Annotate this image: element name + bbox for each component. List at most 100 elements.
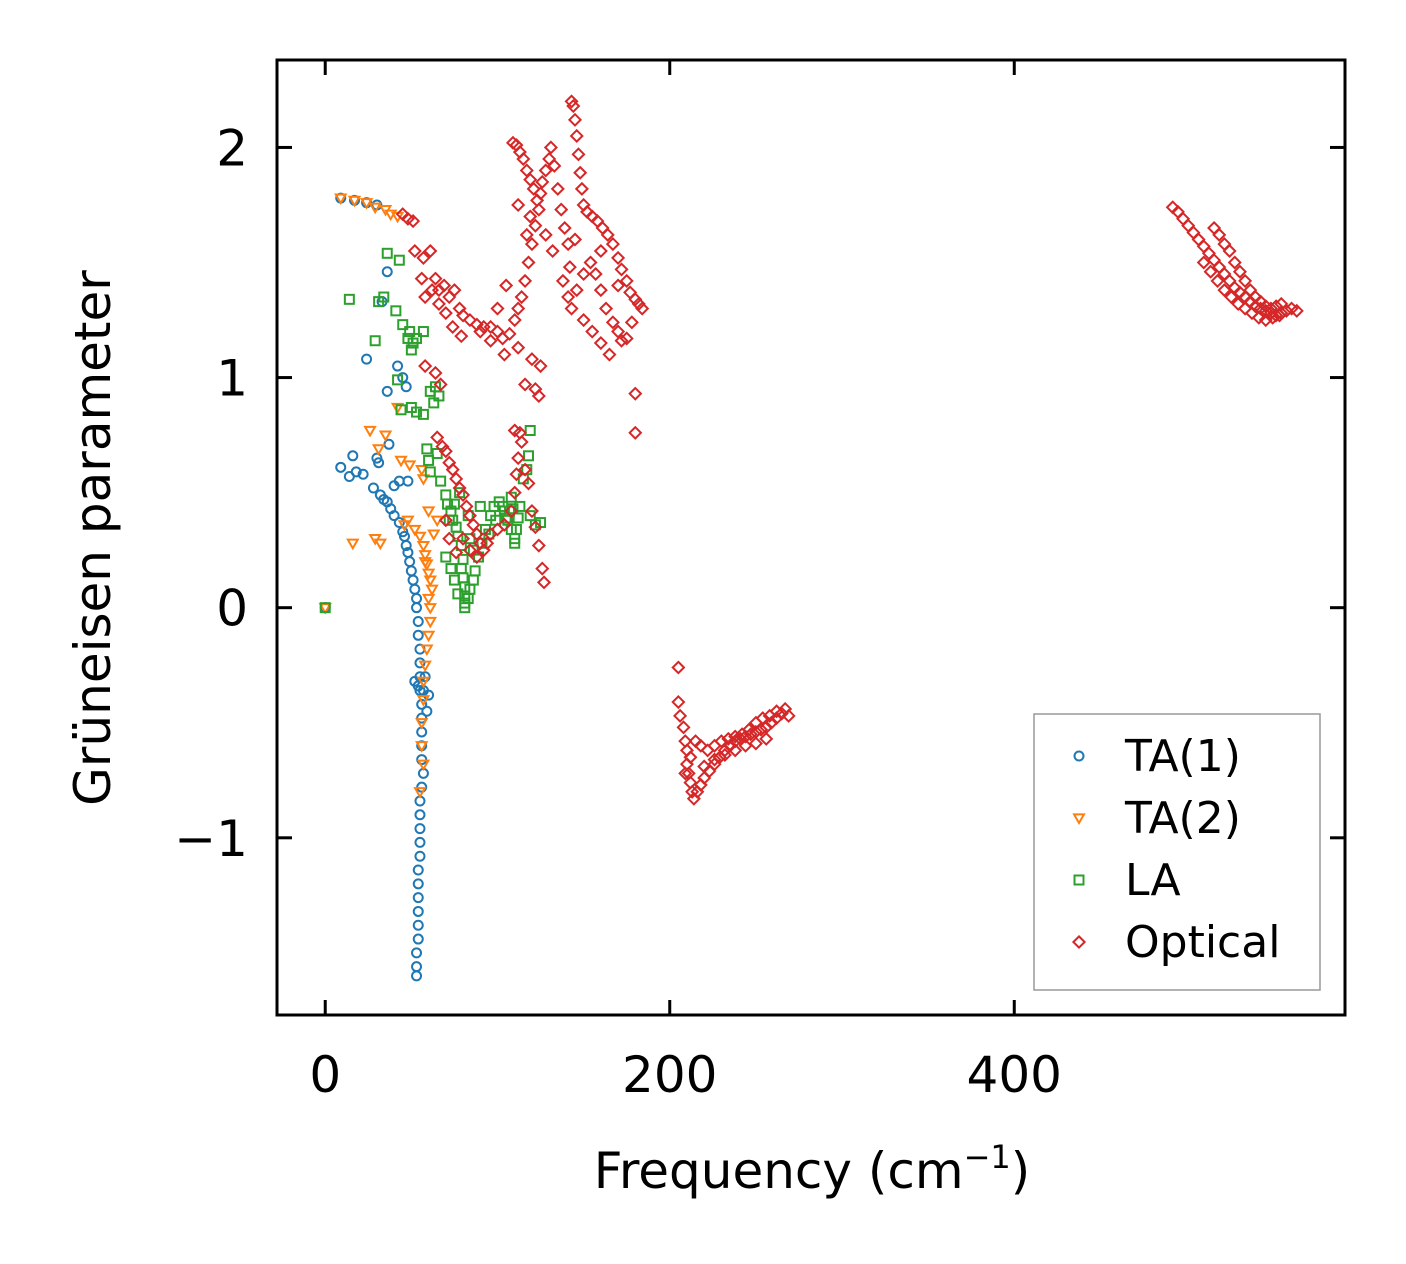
- data-point: [421, 568, 436, 581]
- data-point: [480, 536, 495, 551]
- data-point: [454, 329, 469, 344]
- data-point: [418, 289, 433, 305]
- legend-label: LA: [1125, 855, 1181, 906]
- data-point: [423, 454, 435, 466]
- data-point: [535, 174, 550, 190]
- data-point: [412, 864, 424, 876]
- data-point: [423, 616, 437, 629]
- data-point: [569, 283, 584, 298]
- data-point: [357, 468, 369, 480]
- data-point: [547, 158, 562, 173]
- data-point: [538, 163, 553, 178]
- data-point: [400, 540, 412, 552]
- data-point: [721, 731, 736, 746]
- data-point: [573, 165, 588, 180]
- data-point: [535, 561, 550, 576]
- data-point: [402, 460, 417, 472]
- data-point: [683, 750, 698, 765]
- data-point: [1217, 283, 1232, 298]
- data-point: [564, 301, 579, 316]
- data-point: [717, 747, 732, 763]
- data-point: [440, 551, 452, 563]
- data-point: [424, 283, 440, 298]
- data-point: [435, 475, 447, 487]
- data-point: [443, 514, 455, 526]
- data-point: [497, 517, 512, 532]
- y-axis-label: Grüneisen parameter: [64, 270, 122, 806]
- data-point: [500, 512, 512, 524]
- data-point: [411, 602, 423, 614]
- data-point: [512, 425, 527, 440]
- data-points: [318, 94, 1304, 982]
- data-point: [469, 550, 484, 565]
- data-point: [1231, 296, 1246, 311]
- data-point: [416, 712, 428, 724]
- data-point: [624, 315, 639, 330]
- data-point: [421, 443, 433, 455]
- data-point: [413, 787, 427, 799]
- data-point: [569, 128, 584, 143]
- data-point: [427, 529, 441, 541]
- data-point: [611, 278, 626, 293]
- data-point: [576, 266, 591, 282]
- data-point: [602, 347, 617, 362]
- data-point: [1232, 264, 1247, 279]
- data-point: [373, 538, 388, 551]
- data-point: [511, 197, 526, 213]
- data-point: [598, 301, 614, 316]
- data-point: [416, 250, 431, 265]
- data-point: [1272, 308, 1287, 323]
- data-point: [421, 630, 436, 643]
- data-point: [1258, 312, 1273, 328]
- data-point: [502, 326, 517, 341]
- data-point: [738, 738, 753, 753]
- data-point: [393, 517, 405, 529]
- data-point: [415, 741, 429, 753]
- data-point: [593, 283, 608, 298]
- data-point: [524, 510, 536, 522]
- data-point: [741, 722, 757, 737]
- data-point: [455, 487, 471, 502]
- data-point: [416, 676, 431, 689]
- data-point: [445, 563, 457, 575]
- data-point: [423, 689, 435, 701]
- data-point: [523, 209, 538, 224]
- x-axis-label: Frequency (cm−1): [594, 1138, 1031, 1200]
- data-point: [346, 538, 360, 551]
- data-point: [378, 430, 393, 443]
- data-point: [497, 347, 512, 362]
- data-point: [438, 306, 453, 321]
- data-point: [452, 588, 464, 600]
- data-point: [611, 250, 626, 265]
- data-point: [518, 462, 533, 477]
- data-point: [543, 140, 558, 155]
- data-point: [392, 374, 404, 386]
- data-point: [417, 408, 429, 420]
- data-point: [545, 243, 560, 259]
- data-point: [562, 260, 577, 275]
- data-point: [400, 381, 412, 393]
- data-point: [524, 424, 536, 436]
- data-point: [769, 711, 784, 726]
- data-point: [447, 283, 462, 298]
- data-point: [514, 289, 529, 305]
- data-point: [462, 312, 477, 328]
- data-point: [455, 531, 471, 546]
- data-point: [462, 543, 477, 558]
- data-point: [415, 718, 429, 730]
- data-point: [442, 498, 454, 510]
- data-point: [1251, 310, 1266, 325]
- data-point: [717, 743, 732, 758]
- data-point: [774, 706, 789, 721]
- data-point: [554, 202, 569, 217]
- data-point: [561, 289, 576, 305]
- data-point: [413, 531, 427, 544]
- data-point: [412, 919, 424, 931]
- data-point: [424, 466, 436, 478]
- data-point: [526, 181, 541, 196]
- data-point: [401, 515, 415, 528]
- data-point: [420, 644, 434, 657]
- data-point: [388, 510, 400, 522]
- data-point: [381, 247, 393, 259]
- series-ta-2-: [318, 193, 444, 799]
